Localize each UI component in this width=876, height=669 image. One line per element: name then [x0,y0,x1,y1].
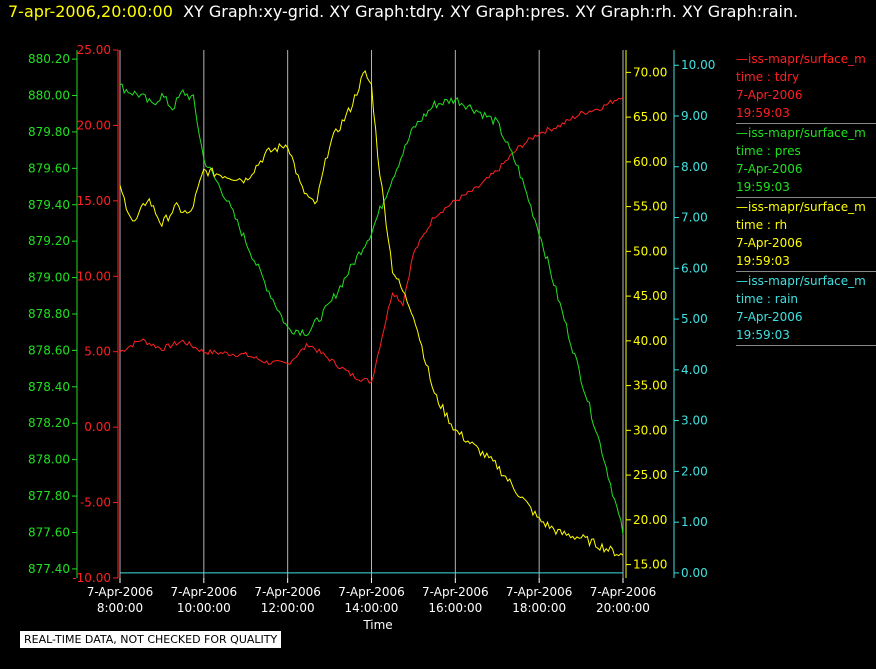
rh-tick-label: 25.00 [633,468,667,482]
x-ticks: 7-Apr-2006 8:00:00 7-Apr-2006 10:00:00 7-Apr… [87,578,657,615]
rain-tick-label: 8.00 [681,160,708,174]
rain-tick-label: 2.00 [681,464,708,478]
pres-tick-label: 879.40 [28,198,70,212]
rain-tick-label: 6.00 [681,261,708,275]
pres-tick-label: 878.60 [28,343,70,357]
tdry-tick-label: 25.00 [77,43,111,57]
series-rh-line [119,70,624,557]
rh-tick-label: 30.00 [633,423,667,437]
pres-tick-label: 879.00 [28,271,70,285]
rh-tick-label: 60.00 [633,155,667,169]
x-axis-label: Time [362,618,392,632]
legend-line2: time : tdry [736,70,800,84]
x-tick-date: 7-Apr-2006 [506,585,573,599]
rain-tick-label: 3.00 [681,414,708,428]
x-tick-date: 7-Apr-2006 [422,585,489,599]
tdry-tick-label: 0.00 [84,420,111,434]
rh-tick-label: 40.00 [633,334,667,348]
legend-line3: 7-Apr-2006 [736,236,803,250]
tdry-tick-label: 15.00 [77,194,111,208]
rh-tick-label: 15.00 [633,558,667,572]
rh-tick-label: 55.00 [633,200,667,214]
pres-tick-label: 878.80 [28,307,70,321]
legend-line4: 19:59:03 [736,254,790,268]
x-tick-date: 7-Apr-2006 [590,585,657,599]
axes: 880.20 880.00 879.80 879.60 879.40 879.20 879.… [28,43,715,585]
legend-line4: 19:59:03 [736,180,790,194]
x-tick-time: 16:00:00 [428,601,482,615]
rh-tick-label: 50.00 [633,244,667,258]
legend-line2: time : pres [736,144,801,158]
pres-tick-label: 877.40 [28,562,70,576]
x-tick-time: 10:00:00 [177,601,231,615]
grid-lines [119,50,624,578]
series-tdry-line [119,96,624,384]
rain-tick-label: 9.00 [681,109,708,123]
pres-tick-label: 878.00 [28,453,70,467]
series-pres-line [120,83,624,535]
tdry-tick-label: 10.00 [77,269,111,283]
legend-line1: —iss-mapr/surface_m [736,200,866,214]
legend: —iss-mapr/surface_m time : tdry 7-Apr-2006… [736,50,876,346]
pres-tick-label: 879.60 [28,161,70,175]
tdry-tick-label: -10.00 [72,571,111,585]
legend-line1: —iss-mapr/surface_m [736,126,866,140]
rain-tick-label: 10.00 [681,58,715,72]
legend-line3: 7-Apr-2006 [736,88,803,102]
legend-line3: 7-Apr-2006 [736,162,803,176]
chart-header: 7-apr-2006,20:00:00 XY Graph:xy-grid. XY… [8,2,798,21]
series-layer [119,70,624,574]
pres-tick-label: 880.00 [28,89,70,103]
x-tick-date: 7-Apr-2006 [254,585,321,599]
x-tick-date: 7-Apr-2006 [171,585,238,599]
legend-line4: 19:59:03 [736,106,790,120]
legend-line1: —iss-mapr/surface_m [736,274,866,288]
pres-tick-label: 879.20 [28,234,70,248]
tdry-tick-label: 20.00 [77,118,111,132]
header-graph-list: XY Graph:xy-grid. XY Graph:tdry. XY Grap… [183,2,799,21]
rh-tick-label: 20.00 [633,513,667,527]
x-tick-time: 14:00:00 [345,601,399,615]
tdry-tick-label: -5.00 [80,496,111,510]
legend-line2: time : rain [736,292,799,306]
rh-tick-label: 70.00 [633,65,667,79]
pres-tick-label: 878.40 [28,380,70,394]
x-tick-time: 12:00:00 [261,601,315,615]
rh-tick-label: 65.00 [633,110,667,124]
pres-tick-label: 878.20 [28,416,70,430]
legend-line3: 7-Apr-2006 [736,310,803,324]
rh-tick-label: 35.00 [633,379,667,393]
tdry-tick-label: 5.00 [84,345,111,359]
rain-tick-label: 0.00 [681,566,708,580]
rh-tick-label: 45.00 [633,289,667,303]
rain-tick-label: 4.00 [681,363,708,377]
x-tick-date: 7-Apr-2006 [338,585,405,599]
header-timestamp: 7-apr-2006,20:00:00 [8,2,173,21]
rain-tick-label: 5.00 [681,312,708,326]
pres-tick-label: 879.80 [28,125,70,139]
x-tick-time: 18:00:00 [512,601,566,615]
rain-tick-label: 1.00 [681,515,708,529]
x-tick-date: 7-Apr-2006 [87,585,154,599]
x-tick-time: 8:00:00 [97,601,143,615]
legend-line4: 19:59:03 [736,328,790,342]
quality-disclaimer: REAL-TIME DATA, NOT CHECKED FOR QUALITY [20,631,282,648]
pres-tick-label: 877.80 [28,489,70,503]
legend-line2: time : rh [736,218,788,232]
pres-tick-label: 877.60 [28,525,70,539]
x-tick-time: 20:00:00 [596,601,650,615]
legend-line1: —iss-mapr/surface_m [736,52,866,66]
rain-tick-label: 7.00 [681,211,708,225]
pres-tick-label: 880.20 [28,52,70,66]
